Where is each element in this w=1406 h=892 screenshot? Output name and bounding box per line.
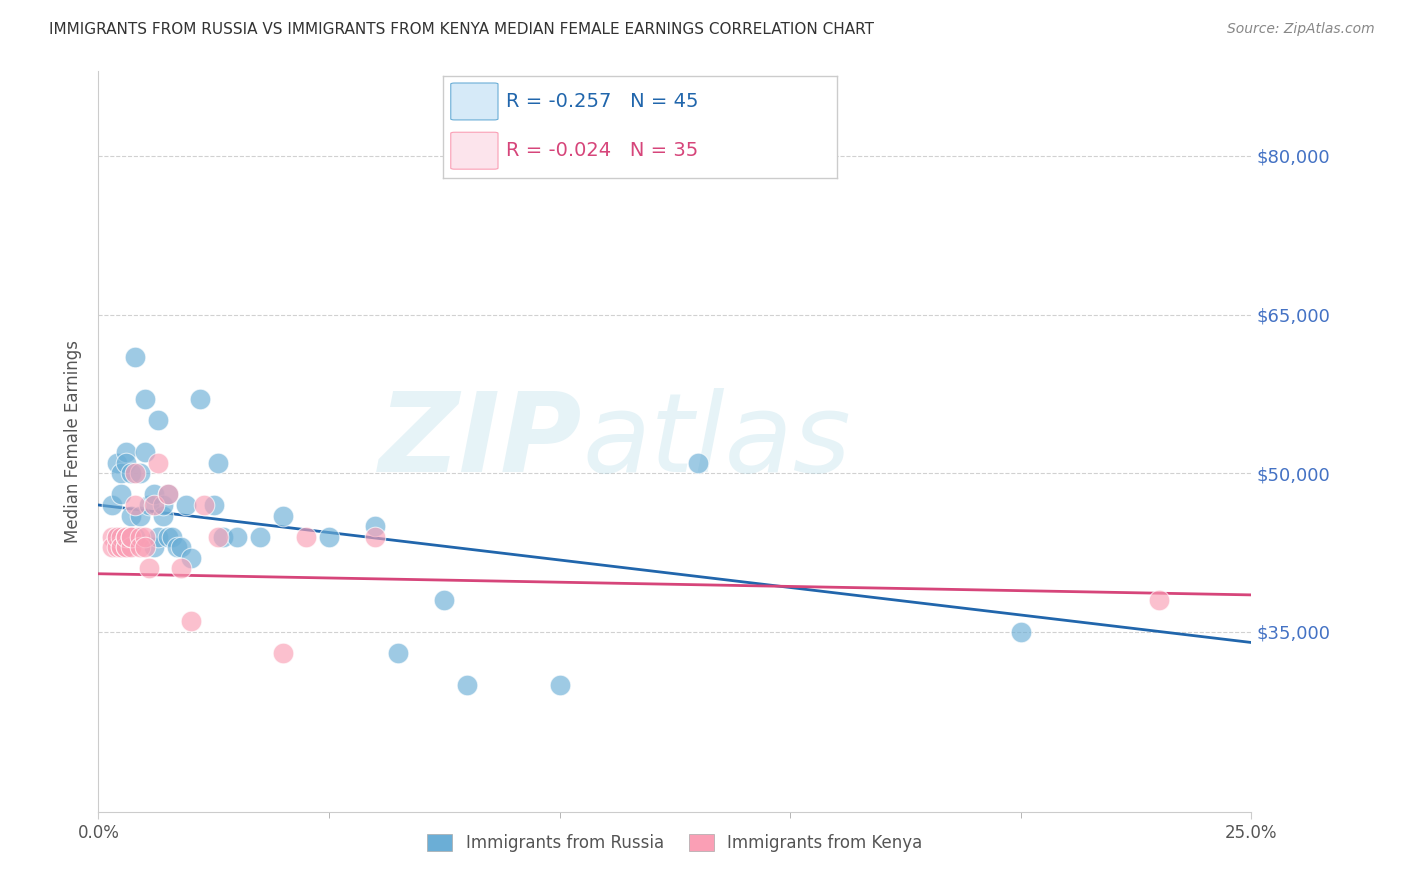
Point xyxy=(138,561,160,575)
Point xyxy=(156,487,179,501)
Point xyxy=(180,550,202,565)
Point xyxy=(110,541,132,555)
Point xyxy=(124,498,146,512)
Y-axis label: Median Female Earnings: Median Female Earnings xyxy=(65,340,83,543)
Point xyxy=(101,498,124,512)
Point xyxy=(101,530,124,544)
Point xyxy=(207,456,229,470)
Point xyxy=(271,508,294,523)
Point xyxy=(138,498,160,512)
Point xyxy=(129,508,152,523)
Point xyxy=(105,456,128,470)
Point xyxy=(129,467,152,481)
Point xyxy=(295,530,318,544)
Point xyxy=(129,541,152,555)
Point xyxy=(174,498,197,512)
Point xyxy=(170,561,193,575)
Point xyxy=(1010,624,1032,639)
Point xyxy=(110,530,132,544)
Point xyxy=(1147,593,1170,607)
Text: R = -0.257   N = 45: R = -0.257 N = 45 xyxy=(506,92,699,111)
Point xyxy=(456,678,478,692)
Point xyxy=(207,530,229,544)
Point xyxy=(148,413,170,427)
Point xyxy=(152,508,174,523)
Point xyxy=(148,456,170,470)
Point xyxy=(318,530,340,544)
Point xyxy=(129,530,152,544)
Point xyxy=(142,487,165,501)
FancyBboxPatch shape xyxy=(451,132,498,169)
Point xyxy=(188,392,211,407)
Point xyxy=(110,487,132,501)
Point xyxy=(134,445,156,459)
Point xyxy=(110,467,132,481)
Point xyxy=(105,530,128,544)
Point xyxy=(105,530,128,544)
FancyBboxPatch shape xyxy=(451,83,498,120)
Point xyxy=(115,530,138,544)
Point xyxy=(115,445,138,459)
Text: ZIP: ZIP xyxy=(380,388,582,495)
Legend: Immigrants from Russia, Immigrants from Kenya: Immigrants from Russia, Immigrants from … xyxy=(420,828,929,859)
Point xyxy=(170,541,193,555)
Point xyxy=(134,530,156,544)
Point xyxy=(101,541,124,555)
Point xyxy=(142,541,165,555)
Point xyxy=(134,392,156,407)
Point xyxy=(180,615,202,629)
Point xyxy=(166,541,188,555)
Text: IMMIGRANTS FROM RUSSIA VS IMMIGRANTS FROM KENYA MEDIAN FEMALE EARNINGS CORRELATI: IMMIGRANTS FROM RUSSIA VS IMMIGRANTS FRO… xyxy=(49,22,875,37)
Text: Source: ZipAtlas.com: Source: ZipAtlas.com xyxy=(1227,22,1375,37)
Point xyxy=(115,530,138,544)
Point xyxy=(134,541,156,555)
Point xyxy=(686,456,709,470)
Point xyxy=(193,498,215,512)
Point xyxy=(202,498,225,512)
Point xyxy=(364,519,387,533)
Point xyxy=(124,530,146,544)
Point xyxy=(110,541,132,555)
Point xyxy=(115,541,138,555)
Point xyxy=(142,498,165,512)
Point xyxy=(115,541,138,555)
Text: atlas: atlas xyxy=(582,388,851,495)
Point xyxy=(160,530,183,544)
Point xyxy=(120,541,142,555)
Point xyxy=(364,530,387,544)
Point xyxy=(152,498,174,512)
Point xyxy=(124,350,146,364)
Point xyxy=(120,508,142,523)
Point xyxy=(249,530,271,544)
Point xyxy=(120,530,142,544)
Point xyxy=(124,467,146,481)
Point xyxy=(120,530,142,544)
Point xyxy=(212,530,235,544)
Point xyxy=(271,646,294,660)
Point xyxy=(225,530,247,544)
Point xyxy=(548,678,571,692)
Point xyxy=(120,530,142,544)
Point xyxy=(115,530,138,544)
Point xyxy=(120,467,142,481)
Point xyxy=(156,487,179,501)
Point xyxy=(433,593,456,607)
Point xyxy=(115,456,138,470)
Point xyxy=(387,646,409,660)
Point xyxy=(120,530,142,544)
Point xyxy=(105,541,128,555)
Text: R = -0.024   N = 35: R = -0.024 N = 35 xyxy=(506,141,699,161)
Point xyxy=(105,530,128,544)
Point xyxy=(156,530,179,544)
Point xyxy=(148,530,170,544)
